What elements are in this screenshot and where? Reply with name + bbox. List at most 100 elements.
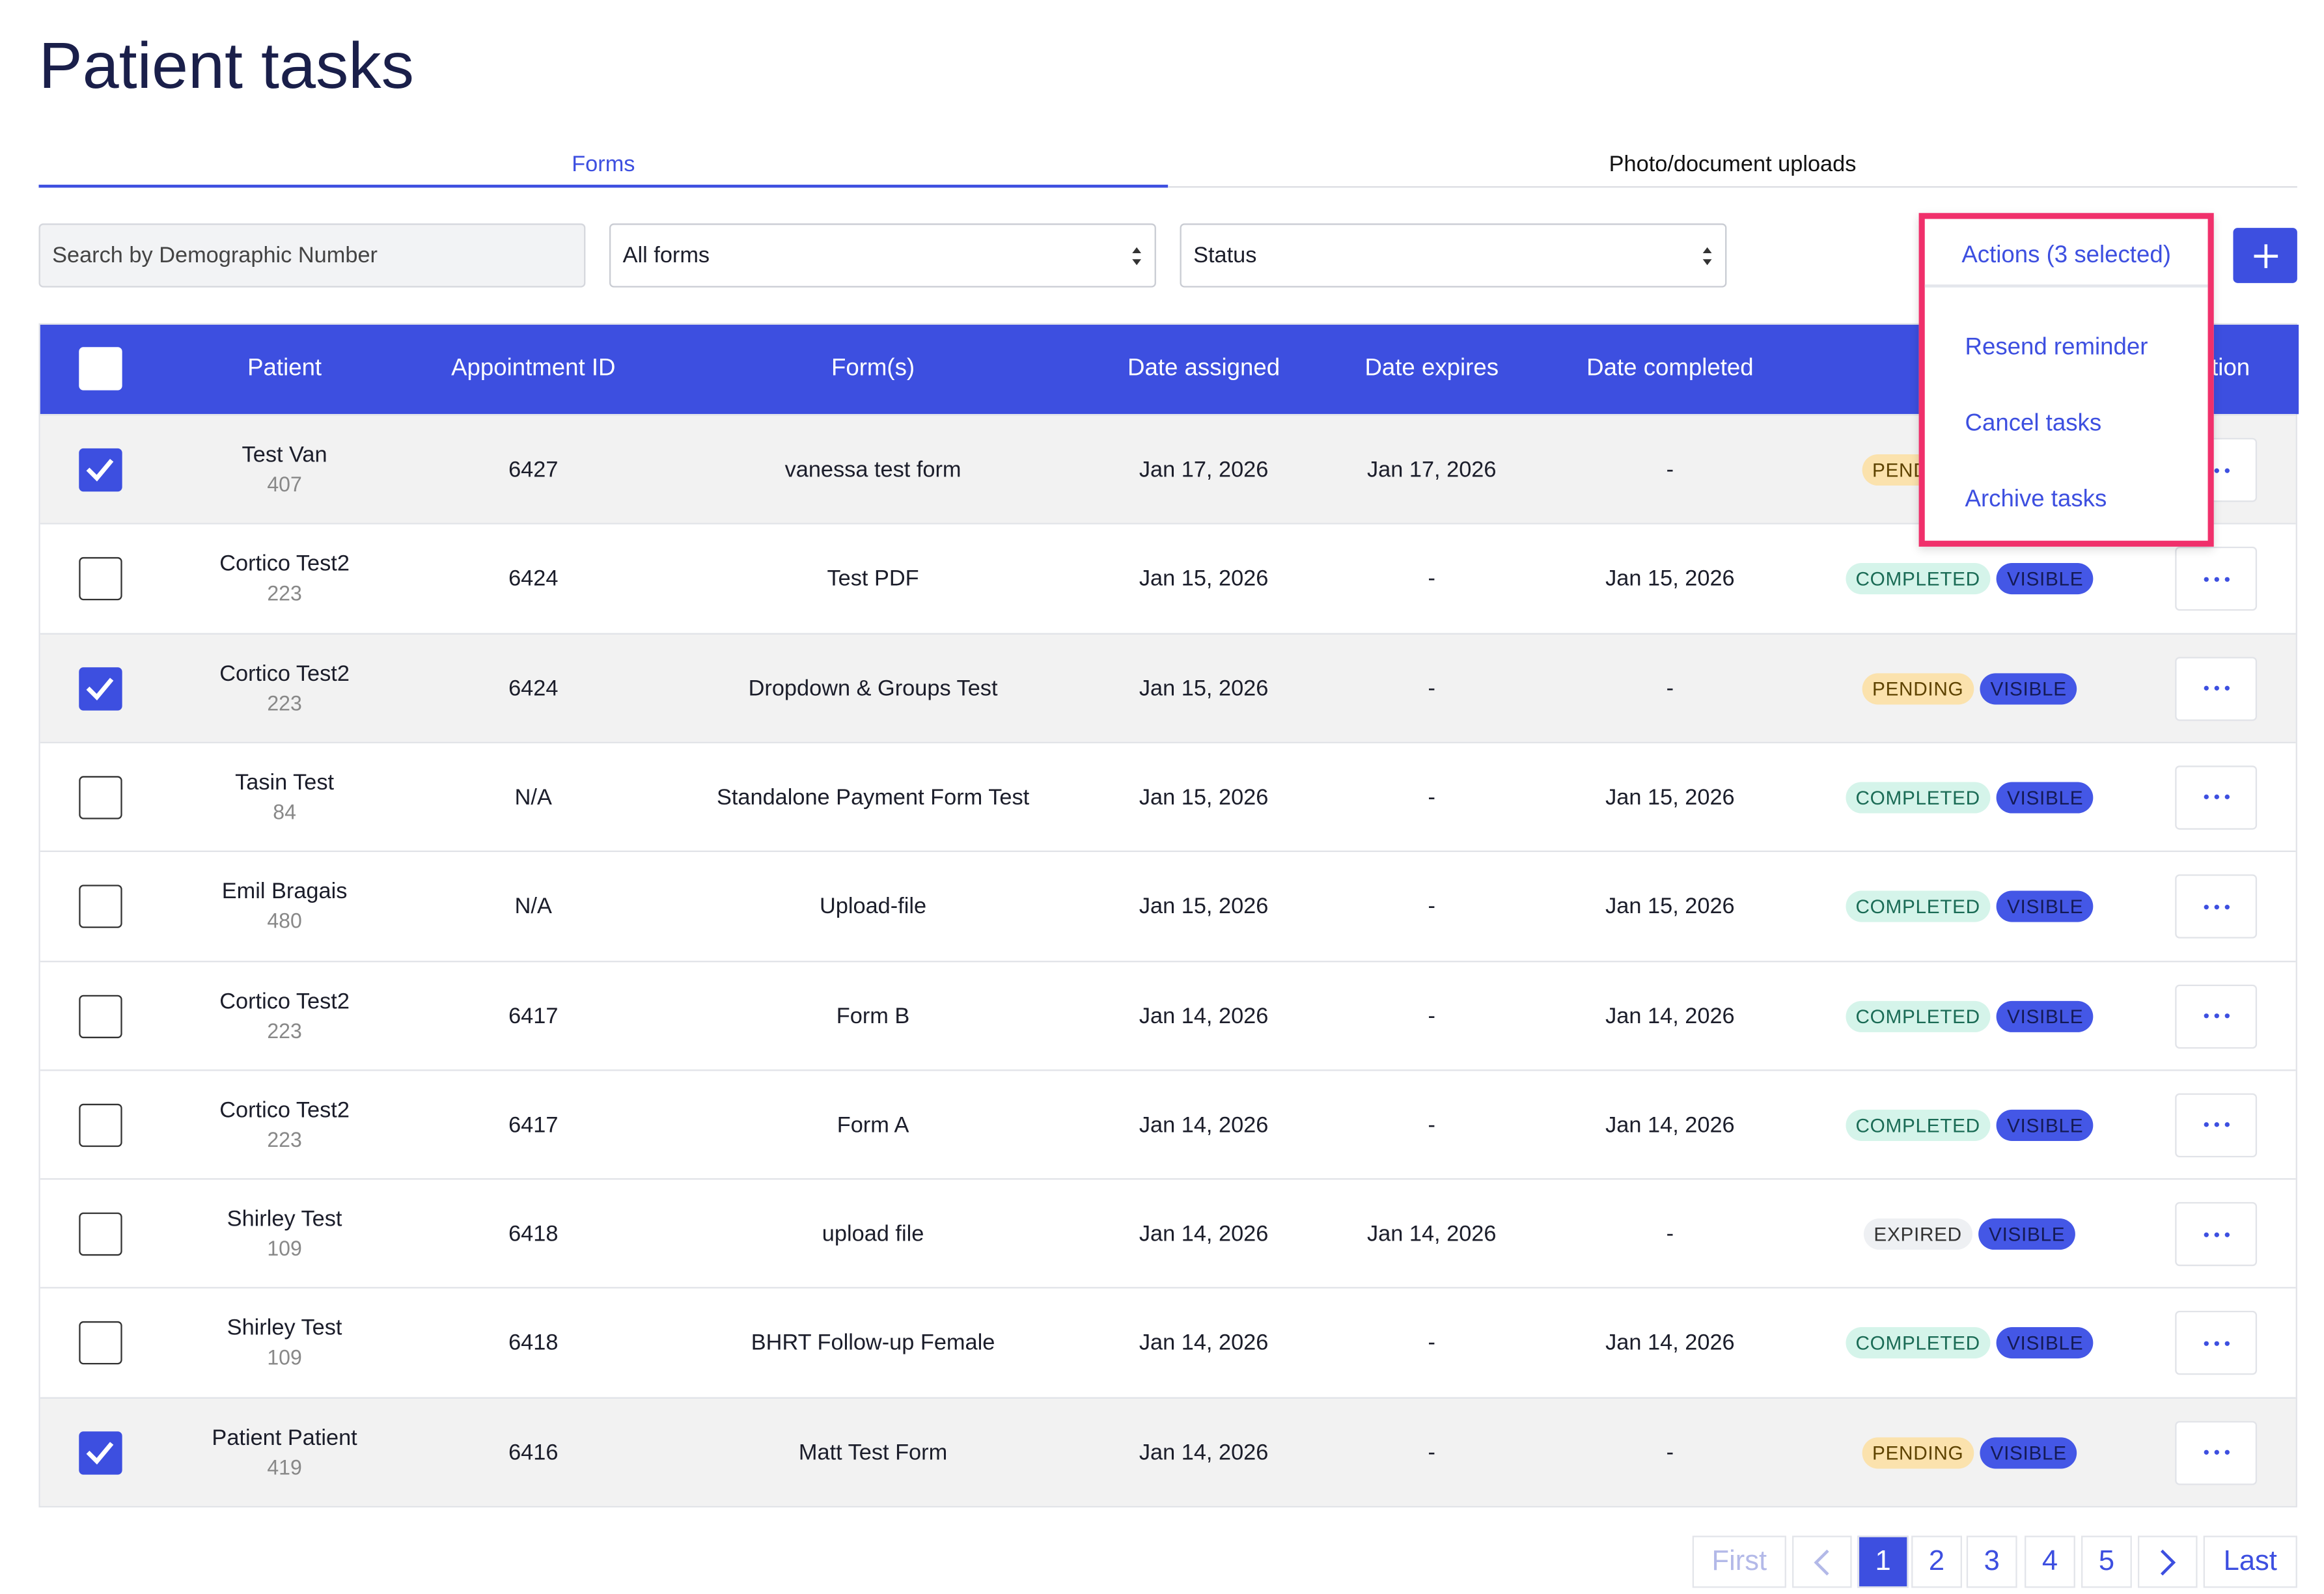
cell: BHRT Follow-up Female — [751, 1330, 995, 1356]
cell: Form B — [836, 1003, 910, 1029]
tab[interactable]: Photo/document uploads — [1609, 151, 1857, 177]
row-checkbox[interactable] — [79, 448, 122, 492]
cell: 6418 — [508, 1330, 559, 1356]
page-number[interactable]: 2 — [1911, 1535, 1962, 1588]
cell: - — [1428, 1112, 1435, 1138]
cell: - — [1428, 1330, 1435, 1356]
table-row: Shirley Test 109 6418 upload file Jan 14, 20… — [40, 1178, 2296, 1289]
patient-name: Cortico Test2 — [219, 988, 350, 1014]
page-number[interactable]: 5 — [2081, 1535, 2132, 1588]
row-checkbox[interactable] — [79, 666, 122, 710]
column-header: Date assigned — [1127, 355, 1280, 381]
row-checkbox[interactable] — [79, 994, 122, 1037]
row-checkbox[interactable] — [79, 885, 122, 929]
cell: Jan 14, 2026 — [1139, 1003, 1269, 1029]
row-checkbox[interactable] — [79, 347, 122, 391]
status-cell: COMPLETED VISIBLE — [1828, 1289, 2111, 1397]
actions-button[interactable]: Actions (3 selected) — [1924, 228, 2208, 288]
cell: Jan 14, 2026 — [1139, 1221, 1269, 1247]
actions-menu: Actions (3 selected) Resend reminder Can… — [1918, 213, 2214, 547]
cell: Test PDF — [827, 566, 919, 592]
page-first[interactable]: First — [1692, 1535, 1786, 1588]
row-checkbox[interactable] — [79, 557, 122, 601]
cell: Jan 17, 2026 — [1366, 457, 1497, 483]
cell: Jan 15, 2026 — [1139, 676, 1269, 701]
menu-item[interactable]: Archive tasks — [1965, 487, 2107, 513]
status-badge: COMPLETED — [1845, 890, 1991, 923]
column-header: Form(s) — [831, 355, 915, 381]
patient-name: Cortico Test2 — [219, 1097, 350, 1123]
status-cell: COMPLETED VISIBLE — [1828, 852, 2111, 961]
page-number[interactable]: 4 — [2025, 1535, 2075, 1588]
table-row: Patient Patient 419 6416 Matt Test Form Jan … — [40, 1396, 2296, 1507]
page-number[interactable]: 3 — [1966, 1535, 2017, 1588]
cell: Jan 15, 2026 — [1139, 566, 1269, 592]
cell: - — [1666, 1221, 1674, 1247]
tab-indicator — [38, 184, 1169, 188]
row-actions-button[interactable] — [2175, 656, 2258, 721]
column-header: Date completed — [1586, 355, 1754, 381]
form-select[interactable]: All forms — [609, 223, 1156, 288]
cell: Matt Test Form — [798, 1440, 948, 1466]
patient-id: 109 — [267, 1345, 302, 1370]
status-cell: EXPIRED VISIBLE — [1828, 1180, 2111, 1289]
row-actions-button[interactable] — [2175, 874, 2258, 939]
menu-item[interactable]: Resend reminder — [1965, 335, 2148, 361]
add-button[interactable] — [2233, 228, 2297, 283]
row-actions-button[interactable] — [2175, 765, 2258, 830]
page-next[interactable] — [2137, 1535, 2198, 1588]
column-header: Date expires — [1364, 355, 1499, 381]
menu-item[interactable]: Cancel tasks — [1965, 411, 2102, 437]
patient-id: 407 — [267, 472, 302, 497]
cell: Form A — [837, 1112, 909, 1138]
tab-divider — [1168, 186, 2297, 188]
patient-id: 223 — [267, 581, 302, 605]
cell: 6418 — [508, 1221, 559, 1247]
status-badge: PENDING — [1861, 672, 1974, 704]
tab[interactable]: Forms — [572, 151, 635, 177]
status-select[interactable]: Status — [1180, 223, 1727, 288]
row-actions-button[interactable] — [2175, 547, 2258, 611]
cell: - — [1428, 1003, 1435, 1029]
cell: N/A — [514, 894, 552, 920]
search-input[interactable]: Search by Demographic Number — [38, 223, 586, 288]
table-row: Cortico Test2 223 6424 Test PDF Jan 15, 2026… — [40, 523, 2296, 633]
cell: Jan 17, 2026 — [1139, 457, 1269, 483]
page-prev[interactable] — [1792, 1535, 1852, 1588]
status-badge: COMPLETED — [1845, 1000, 1991, 1032]
page-last[interactable]: Last — [2203, 1535, 2297, 1588]
row-actions-button[interactable] — [2175, 1420, 2258, 1485]
row-actions-button[interactable] — [2175, 1202, 2258, 1267]
row-actions-button[interactable] — [2175, 983, 2258, 1048]
cell: Jan 14, 2026 — [1139, 1330, 1269, 1356]
row-checkbox[interactable] — [79, 1213, 122, 1256]
cell: - — [1666, 676, 1674, 701]
row-actions-button[interactable] — [2175, 1311, 2258, 1376]
table-row: Shirley Test 109 6418 BHRT Follow-up Female… — [40, 1287, 2296, 1397]
dots-icon — [2203, 1341, 2229, 1346]
row-checkbox[interactable] — [79, 1431, 122, 1474]
patient-id: 223 — [267, 1127, 302, 1151]
check-icon — [86, 677, 114, 700]
cell: Jan 14, 2026 — [1605, 1112, 1735, 1138]
page-number[interactable]: 1 — [1857, 1535, 1909, 1588]
patient-id: 480 — [267, 909, 302, 933]
cell: Jan 14, 2026 — [1605, 1330, 1735, 1356]
row-checkbox[interactable] — [79, 1321, 122, 1366]
status-cell: COMPLETED VISIBLE — [1828, 961, 2111, 1070]
table-row: Cortico Test2 223 6417 Form B Jan 14, 2026 - J… — [40, 959, 2296, 1070]
visibility-badge: VISIBLE — [1980, 1436, 2077, 1468]
column-header: Appointment ID — [451, 355, 616, 381]
row-checkbox[interactable] — [79, 776, 122, 819]
visibility-badge: VISIBLE — [1996, 1000, 2094, 1032]
cell: Jan 15, 2026 — [1139, 894, 1269, 920]
row-actions-button[interactable] — [2175, 1093, 2258, 1157]
cell: Jan 14, 2026 — [1366, 1221, 1497, 1247]
cell: - — [1666, 1440, 1674, 1466]
cell: Jan 15, 2026 — [1605, 784, 1735, 810]
row-checkbox[interactable] — [79, 1103, 122, 1147]
check-icon — [86, 458, 114, 482]
